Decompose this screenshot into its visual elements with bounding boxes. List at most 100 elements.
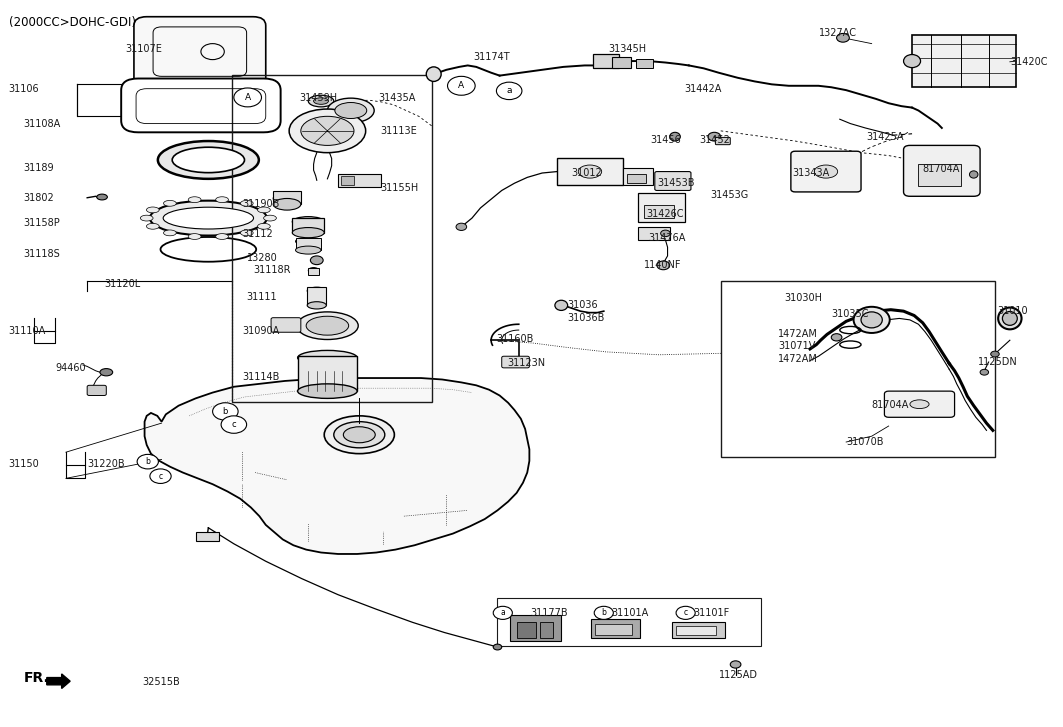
Ellipse shape bbox=[555, 300, 568, 310]
Ellipse shape bbox=[730, 661, 741, 668]
Text: b: b bbox=[222, 407, 229, 416]
FancyBboxPatch shape bbox=[502, 356, 529, 368]
Bar bbox=[517, 622, 536, 638]
Bar bbox=[232, 75, 432, 402]
Ellipse shape bbox=[161, 237, 256, 262]
Ellipse shape bbox=[216, 197, 229, 203]
Bar bbox=[296, 238, 321, 250]
Ellipse shape bbox=[97, 194, 107, 200]
Text: 31101A: 31101A bbox=[611, 608, 648, 618]
Text: 31453G: 31453G bbox=[710, 190, 748, 200]
Ellipse shape bbox=[164, 207, 254, 229]
Ellipse shape bbox=[297, 312, 358, 340]
Bar bbox=[292, 218, 324, 233]
Ellipse shape bbox=[314, 98, 328, 104]
Ellipse shape bbox=[308, 95, 334, 107]
Ellipse shape bbox=[657, 261, 670, 270]
Text: 31453B: 31453B bbox=[657, 178, 694, 188]
Text: 31118R: 31118R bbox=[253, 265, 290, 276]
Text: 31107E: 31107E bbox=[125, 44, 163, 54]
Ellipse shape bbox=[172, 147, 244, 172]
Ellipse shape bbox=[188, 197, 201, 203]
Text: 31802: 31802 bbox=[23, 193, 54, 204]
Text: 81704A: 81704A bbox=[923, 164, 960, 174]
Ellipse shape bbox=[493, 644, 502, 650]
Ellipse shape bbox=[831, 334, 842, 341]
Circle shape bbox=[493, 606, 512, 619]
Bar bbox=[273, 191, 301, 204]
Text: 31101F: 31101F bbox=[693, 608, 729, 618]
Circle shape bbox=[496, 82, 522, 100]
Text: 31150: 31150 bbox=[9, 459, 39, 469]
Text: a: a bbox=[501, 608, 505, 617]
Ellipse shape bbox=[910, 400, 929, 409]
Ellipse shape bbox=[296, 246, 321, 254]
Bar bbox=[644, 205, 674, 218]
Bar bbox=[672, 622, 725, 638]
Ellipse shape bbox=[814, 165, 838, 178]
Ellipse shape bbox=[861, 312, 882, 328]
Text: 31030H: 31030H bbox=[784, 293, 823, 303]
Text: 31420C: 31420C bbox=[1010, 57, 1047, 67]
Circle shape bbox=[221, 416, 247, 433]
Ellipse shape bbox=[216, 233, 229, 239]
Text: 31160B: 31160B bbox=[496, 334, 534, 344]
Ellipse shape bbox=[456, 223, 467, 230]
Ellipse shape bbox=[273, 198, 301, 210]
Ellipse shape bbox=[426, 67, 441, 81]
Polygon shape bbox=[145, 378, 529, 554]
Text: 31035C: 31035C bbox=[831, 309, 868, 319]
Text: 94460: 94460 bbox=[55, 363, 86, 373]
Ellipse shape bbox=[264, 215, 276, 221]
Text: b: b bbox=[602, 608, 606, 617]
FancyBboxPatch shape bbox=[121, 79, 281, 132]
Ellipse shape bbox=[1002, 311, 1017, 326]
Text: (2000CC>DOHC-GDI): (2000CC>DOHC-GDI) bbox=[9, 16, 135, 29]
Text: 31112: 31112 bbox=[242, 229, 273, 239]
Ellipse shape bbox=[324, 416, 394, 454]
Ellipse shape bbox=[307, 302, 326, 309]
Text: 1327AC: 1327AC bbox=[819, 28, 857, 38]
Ellipse shape bbox=[578, 165, 602, 178]
Text: 31456: 31456 bbox=[651, 134, 681, 145]
Text: 31435A: 31435A bbox=[378, 93, 416, 103]
Text: a: a bbox=[506, 87, 512, 95]
Text: 31177B: 31177B bbox=[530, 608, 568, 618]
Bar bbox=[308, 268, 319, 275]
Text: A: A bbox=[458, 81, 465, 90]
Text: 31158P: 31158P bbox=[23, 218, 61, 228]
Bar bbox=[298, 356, 357, 391]
Ellipse shape bbox=[257, 207, 270, 213]
Ellipse shape bbox=[306, 316, 349, 335]
Ellipse shape bbox=[661, 230, 671, 237]
Ellipse shape bbox=[837, 33, 849, 42]
Text: 31106: 31106 bbox=[9, 84, 39, 95]
Polygon shape bbox=[47, 674, 70, 688]
Bar bbox=[341, 176, 354, 185]
Ellipse shape bbox=[150, 201, 267, 236]
Ellipse shape bbox=[904, 55, 921, 68]
Ellipse shape bbox=[308, 268, 319, 273]
Text: 31476A: 31476A bbox=[648, 233, 686, 244]
Circle shape bbox=[594, 606, 613, 619]
Text: 31012: 31012 bbox=[571, 168, 602, 178]
Bar bbox=[497, 598, 761, 646]
Ellipse shape bbox=[298, 384, 357, 398]
Ellipse shape bbox=[854, 307, 890, 333]
Text: 31113E: 31113E bbox=[381, 126, 418, 136]
Ellipse shape bbox=[158, 141, 259, 179]
Ellipse shape bbox=[991, 351, 999, 357]
Ellipse shape bbox=[292, 217, 324, 227]
Bar bbox=[918, 164, 961, 186]
Text: b: b bbox=[146, 457, 150, 466]
Text: 32515B: 32515B bbox=[142, 677, 181, 687]
Ellipse shape bbox=[708, 132, 721, 141]
Circle shape bbox=[234, 88, 261, 107]
Bar bbox=[557, 158, 623, 185]
Circle shape bbox=[137, 454, 158, 469]
Bar bbox=[638, 193, 685, 222]
FancyBboxPatch shape bbox=[271, 318, 301, 332]
Bar bbox=[623, 168, 653, 185]
Text: 31174T: 31174T bbox=[473, 52, 509, 63]
Text: 31155H: 31155H bbox=[381, 182, 419, 193]
